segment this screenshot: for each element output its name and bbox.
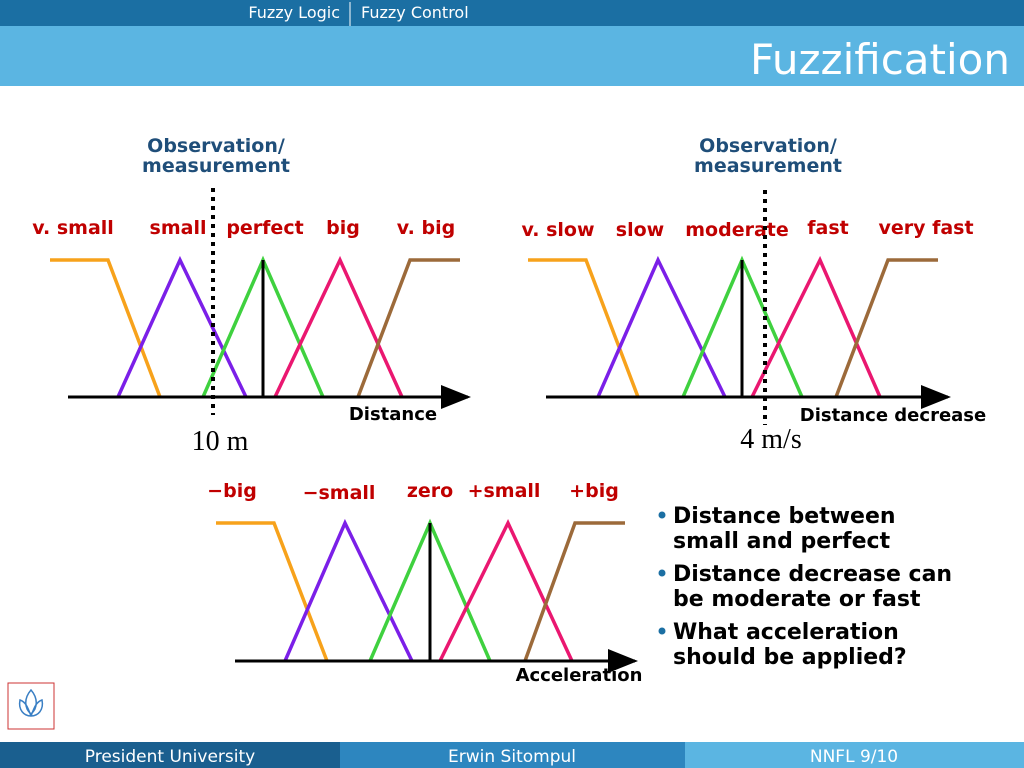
reading: 10 m (192, 426, 249, 457)
heading: measurement (694, 155, 842, 177)
axis-label: Distance (349, 404, 437, 425)
membership (596, 255, 727, 398)
heading: Observation/ (147, 135, 285, 157)
footer-text: NNFL 9/10 (810, 747, 898, 767)
acceleration-diagram: −big −small zero +small +big Acceleratio… (207, 480, 642, 686)
set-label: moderate (685, 219, 789, 241)
membership (283, 518, 414, 662)
membership (273, 255, 404, 398)
axis-label: Distance decrease (800, 405, 986, 426)
bullet (658, 569, 666, 577)
footer-left (0, 742, 340, 768)
bullet (658, 511, 666, 519)
logo-emblem (18, 688, 44, 717)
bullet-list: Distance between small and perfect Dista… (658, 504, 952, 670)
axis-label: Acceleration (516, 665, 643, 686)
membership (750, 255, 882, 398)
set-label: +small (468, 480, 541, 502)
set-label: −big (207, 480, 257, 502)
set-label: v. big (397, 217, 455, 239)
membership (523, 521, 625, 662)
bullet-text: be moderate or fast (673, 587, 921, 612)
membership (50, 258, 162, 398)
bullet-text: Distance decrease can (673, 562, 952, 587)
footer-right (685, 742, 1024, 768)
set-label: −small (303, 482, 376, 504)
set-label: perfect (226, 217, 303, 239)
set-label: big (326, 217, 360, 239)
breadcrumb[interactable]: Fuzzy Control (361, 3, 469, 22)
membership (216, 521, 329, 662)
distance-diagram: Observation/ measurement v. small small … (32, 135, 471, 457)
bullet-text: should be applied? (673, 645, 907, 670)
membership (528, 258, 640, 398)
set-label: fast (807, 217, 848, 239)
set-label: zero (407, 480, 453, 502)
footer-text: Erwin Sitompul (448, 747, 576, 767)
membership (356, 258, 460, 398)
membership (438, 518, 574, 662)
bullet (658, 627, 666, 635)
footer-text: President University (85, 747, 255, 767)
membership (834, 258, 938, 398)
top-bar (0, 0, 1024, 26)
set-label: +big (569, 480, 619, 502)
reading: 4 m/s (740, 424, 801, 455)
title-band (0, 26, 1024, 86)
set-label: v. slow (521, 219, 594, 241)
set-label: v. small (32, 217, 114, 239)
set-label: slow (616, 219, 664, 241)
speed-diagram: Observation/ measurement v. slow slow mo… (521, 135, 986, 455)
logo (7, 682, 55, 730)
bullet-text: What acceleration (673, 620, 899, 645)
footer-center (340, 742, 685, 768)
set-label: small (150, 217, 207, 239)
heading: Observation/ (699, 135, 837, 157)
slide-title: Fuzzification (750, 35, 1010, 84)
bullet-text: small and perfect (673, 529, 891, 554)
heading: measurement (142, 155, 290, 177)
membership (116, 255, 248, 398)
bullet-text: Distance between (673, 504, 896, 529)
set-label: very fast (878, 217, 973, 239)
breadcrumb[interactable]: Fuzzy Logic (248, 3, 340, 22)
